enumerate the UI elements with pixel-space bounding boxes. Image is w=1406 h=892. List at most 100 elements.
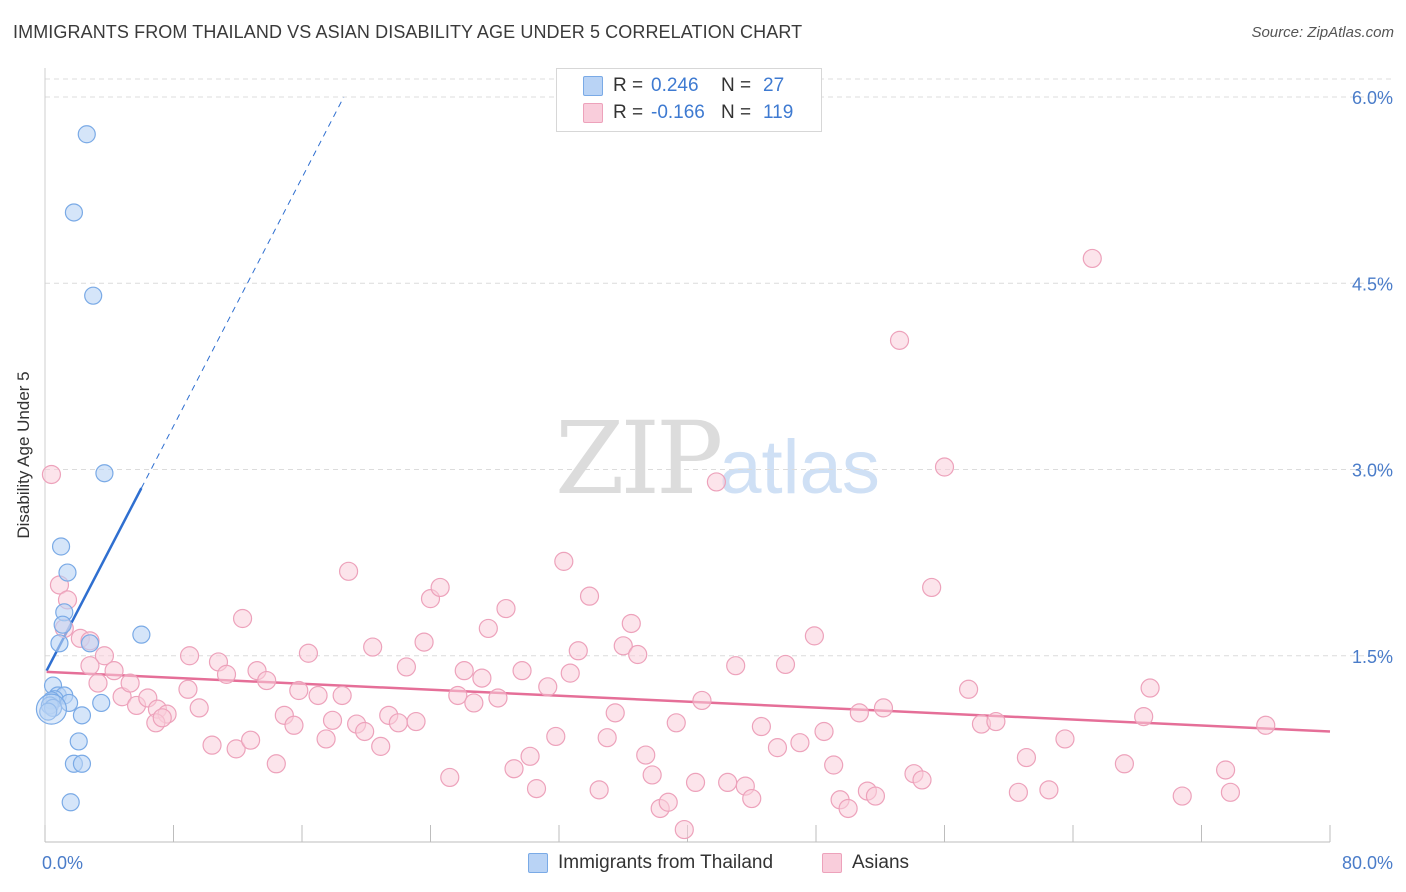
asian-point: [241, 730, 261, 750]
correlation-legend: R = 0.246 N = 27 R = -0.166 N = 119: [556, 68, 822, 132]
tick-labels: 1.5% 3.0% 4.5% 6.0% 0.0% 80.0%: [42, 88, 1393, 873]
asian-point: [332, 685, 352, 706]
asian-point: [718, 772, 738, 793]
thailand-point: [72, 754, 92, 773]
asian-point: [1256, 715, 1276, 735]
asian-point: [363, 637, 383, 657]
asian-point: [94, 646, 115, 666]
asian-point: [986, 711, 1006, 732]
thailand-trend-extension: [140, 96, 345, 489]
thailand-point: [61, 793, 80, 812]
asian-point: [41, 464, 62, 485]
asian-point: [289, 680, 309, 701]
asian-point: [1016, 747, 1037, 768]
legend-row-thailand: R = 0.246 N = 27: [583, 74, 784, 98]
asian-point: [414, 632, 434, 652]
asian-point: [216, 664, 237, 684]
asian-point: [767, 738, 788, 758]
legend-r-value: 0.246: [651, 75, 699, 96]
asian-point: [316, 729, 336, 749]
asian-point: [706, 472, 727, 492]
asian-point: [658, 792, 678, 812]
asian-point: [257, 670, 277, 691]
asian-point: [355, 721, 375, 742]
asian-point: [338, 561, 359, 581]
asian-point: [824, 755, 844, 775]
legend-item-thailand[interactable]: Immigrants from Thailand: [528, 852, 773, 874]
asian-point: [636, 745, 656, 765]
asian-point: [448, 685, 468, 706]
asian-point: [1055, 729, 1075, 749]
asian-point: [478, 618, 498, 639]
asian-point: [934, 457, 955, 477]
asian-point: [396, 657, 417, 677]
asian-point: [1082, 248, 1102, 269]
y-tick-label: 1.5%: [1352, 647, 1393, 667]
asian-point: [814, 721, 834, 742]
asian-point: [496, 598, 516, 619]
asian-point: [838, 798, 858, 819]
data-points: [35, 125, 1276, 840]
asian-point: [430, 577, 450, 598]
asian-point: [628, 644, 648, 665]
asian-point: [1172, 786, 1192, 806]
asian-point: [790, 733, 810, 753]
asian-point: [849, 703, 869, 723]
thailand-point: [132, 625, 151, 644]
thailand-point: [72, 706, 92, 725]
asian-point: [912, 770, 932, 790]
asian-point: [512, 661, 532, 681]
asian-point: [178, 679, 198, 699]
asian-point: [579, 586, 600, 606]
grid-lines: [45, 78, 1392, 657]
legend-item-asians[interactable]: Asians: [822, 852, 909, 874]
trend-lines: [45, 96, 1331, 733]
asian-point: [742, 788, 762, 809]
asian-point: [666, 713, 686, 733]
asian-point: [104, 661, 124, 681]
asian-point: [1114, 754, 1135, 774]
asian-point: [440, 767, 460, 788]
asian-point: [546, 726, 566, 747]
thailand-point: [64, 203, 84, 222]
legend-n-label: N =: [721, 102, 752, 123]
asian-point: [538, 677, 558, 697]
asian-point: [226, 739, 246, 759]
thailand-point: [53, 615, 72, 634]
asian-point: [726, 656, 746, 676]
legend-n-value: 119: [763, 102, 794, 123]
asian-point: [642, 765, 662, 785]
asian-point: [504, 759, 524, 779]
thailand-point: [95, 464, 114, 483]
chart-title: IMMIGRANTS FROM THAILAND VS ASIAN DISABI…: [13, 22, 803, 42]
legend-swatch-thailand: [528, 853, 548, 873]
asian-point: [685, 772, 706, 793]
legend-n-value: 27: [763, 75, 785, 96]
asian-point: [189, 698, 209, 718]
legend-swatch-asians: [822, 853, 842, 873]
legend-r-label: R =: [613, 102, 644, 123]
asian-point: [520, 746, 540, 766]
asian-point: [88, 673, 108, 693]
asian-point: [488, 688, 508, 708]
legend-n-label: N =: [721, 75, 752, 96]
legend-swatch-asians: [583, 103, 603, 123]
thailand-point: [35, 693, 68, 725]
x-tick-label: 80.0%: [1342, 853, 1393, 873]
asian-point: [1220, 782, 1241, 802]
asian-point: [308, 685, 328, 706]
legend-swatch-thailand: [583, 76, 603, 96]
asian-point: [751, 716, 771, 737]
legend-row-asians: R = -0.166 N = 119: [583, 101, 793, 125]
asian-point: [865, 786, 886, 806]
asian-point: [1008, 782, 1028, 802]
legend-label-thailand: Immigrants from Thailand: [558, 852, 774, 873]
asian-point: [568, 641, 588, 661]
legend-label-asians: Asians: [852, 852, 910, 873]
thailand-point: [58, 563, 77, 582]
asian-point: [406, 711, 426, 732]
series-legend: Immigrants from Thailand Asians: [0, 852, 1406, 878]
asian-point: [605, 703, 625, 723]
y-tick-label: 3.0%: [1352, 461, 1393, 481]
